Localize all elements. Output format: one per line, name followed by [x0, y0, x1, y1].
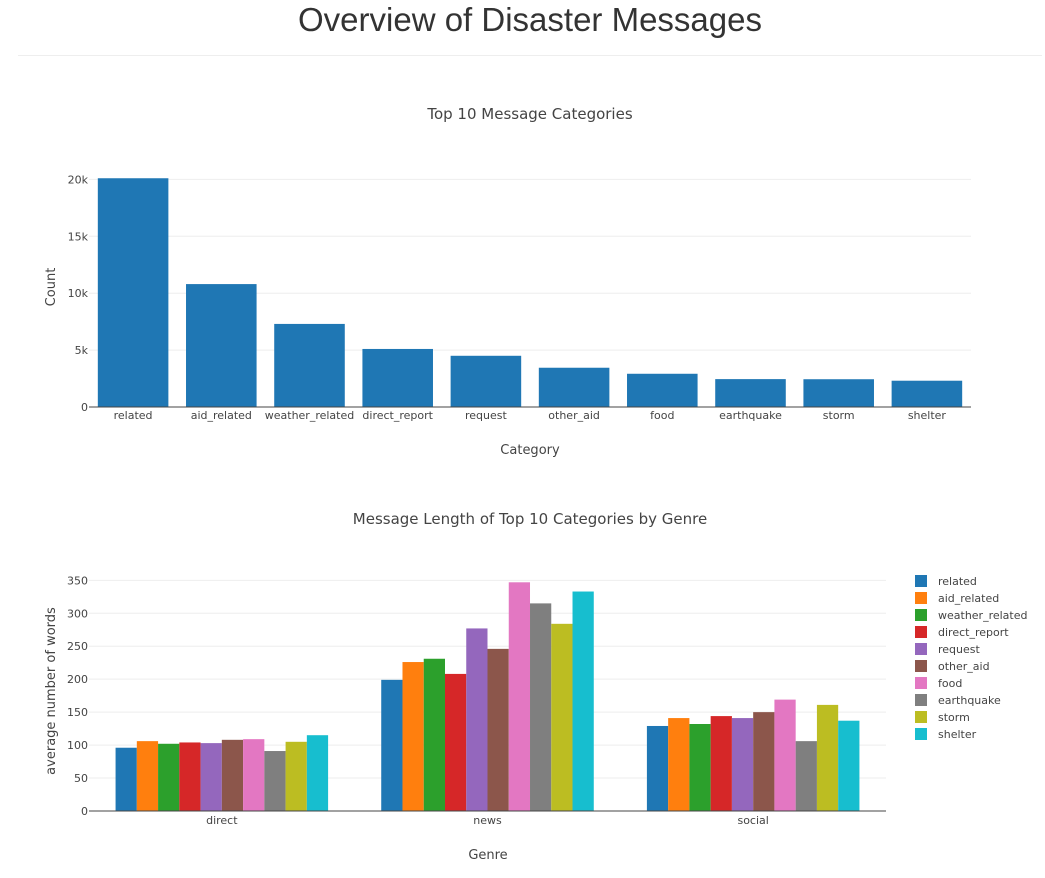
x-tick-label: aid_related: [191, 409, 252, 422]
bar-direct-shelter: [306, 735, 329, 811]
bar-related: [97, 178, 169, 407]
bar-news-earthquake: [530, 603, 552, 811]
legend-swatch-earthquake: [915, 694, 927, 706]
bar-news-shelter: [572, 591, 594, 811]
legend-label-shelter: shelter: [938, 728, 977, 741]
bar-request: [450, 355, 522, 407]
bar-social-other_aid: [753, 712, 775, 811]
bar-direct-aid_related: [136, 741, 159, 811]
bar-social-weather_related: [689, 724, 711, 811]
bar-direct-earthquake: [264, 751, 286, 811]
legend-label-food: food: [938, 677, 962, 690]
x-axis-title: Genre: [468, 848, 507, 863]
bar-news-aid_related: [402, 662, 424, 811]
legend-swatch-other_aid: [915, 660, 927, 672]
legend-label-other_aid: other_aid: [938, 660, 990, 673]
legend-label-aid_related: aid_related: [938, 592, 999, 605]
bar-social-direct_report: [710, 716, 732, 811]
y-tick-label: 10k: [68, 287, 89, 300]
x-axis-title: Category: [500, 443, 560, 458]
legend-swatch-related: [915, 575, 927, 587]
bar-aid_related: [186, 284, 257, 407]
bar-direct-direct_report: [179, 742, 201, 811]
x-tick-label: other_aid: [548, 409, 600, 422]
x-tick-label: shelter: [908, 409, 947, 422]
bar-news-weather_related: [423, 658, 445, 811]
page-title: Overview of Disaster Messages: [298, 1, 762, 38]
y-tick-label: 5k: [75, 344, 89, 357]
y-tick-label: 20k: [68, 173, 89, 186]
x-tick-label: earthquake: [719, 409, 782, 422]
legend-swatch-storm: [915, 711, 927, 723]
y-tick-label: 300: [67, 607, 88, 620]
bar-weather_related: [274, 323, 345, 407]
y-tick-label: 250: [67, 640, 88, 653]
x-tick-label: storm: [823, 409, 855, 422]
y-tick-label: 200: [67, 673, 88, 686]
x-tick-label: news: [473, 814, 502, 827]
chart-title: Top 10 Message Categories: [426, 105, 632, 123]
bar-social-related: [646, 725, 669, 811]
legend-label-request: request: [938, 643, 981, 656]
y-tick-label: 100: [67, 739, 88, 752]
bar-news-related: [381, 679, 403, 811]
x-tick-label: food: [650, 409, 674, 422]
bar-earthquake: [715, 379, 786, 407]
y-tick-label: 0: [81, 805, 88, 818]
chart-title: Message Length of Top 10 Categories by G…: [353, 510, 707, 528]
y-tick-label: 0: [81, 401, 88, 414]
x-tick-label: request: [465, 409, 508, 422]
legend-swatch-request: [915, 643, 927, 655]
legend-swatch-food: [915, 677, 927, 689]
bar-other_aid: [538, 367, 610, 407]
bar-news-other_aid: [487, 648, 509, 811]
bar-news-storm: [551, 623, 573, 811]
bar-food: [627, 373, 698, 407]
x-tick-label: direct: [206, 814, 238, 827]
legend-swatch-aid_related: [915, 592, 927, 604]
bar-news-direct_report: [444, 673, 467, 811]
y-tick-label: 50: [74, 772, 88, 785]
legend-swatch-direct_report: [915, 626, 927, 638]
legend-swatch-weather_related: [915, 609, 927, 621]
bar-news-food: [508, 582, 531, 811]
bar-direct-food: [243, 739, 265, 811]
bar-social-request: [731, 718, 754, 811]
bar-storm: [803, 379, 874, 407]
x-tick-label: social: [737, 814, 768, 827]
bar-social-aid_related: [668, 718, 690, 811]
bar-direct_report: [362, 348, 433, 407]
x-tick-label: weather_related: [265, 409, 355, 422]
bar-news-request: [466, 628, 488, 811]
y-tick-label: 15k: [68, 230, 89, 243]
x-tick-label: related: [114, 409, 153, 422]
legend: related aid_related weather_related direct_…: [915, 575, 1028, 741]
title-divider: [18, 55, 1042, 56]
legend-label-related: related: [938, 575, 977, 588]
bar-direct-request: [200, 743, 222, 811]
bar-direct-storm: [285, 741, 307, 811]
y-tick-label: 150: [67, 706, 88, 719]
bar-direct-other_aid: [221, 739, 244, 811]
bar-social-earthquake: [795, 741, 817, 811]
bar-social-food: [774, 699, 796, 811]
legend-swatch-shelter: [915, 728, 927, 740]
legend-label-direct_report: direct_report: [938, 626, 1009, 639]
y-axis-title: average number of words: [44, 607, 59, 775]
legend-label-storm: storm: [938, 711, 970, 724]
legend-label-earthquake: earthquake: [938, 694, 1001, 707]
y-axis-title: Count: [44, 268, 59, 307]
bar-direct-related: [115, 747, 137, 811]
bar-social-shelter: [838, 720, 860, 811]
bar-direct-weather_related: [158, 743, 180, 811]
x-tick-label: direct_report: [362, 409, 433, 422]
bar-social-storm: [816, 704, 839, 811]
legend-label-weather_related: weather_related: [938, 609, 1028, 622]
y-tick-label: 350: [67, 574, 88, 587]
bar-shelter: [891, 380, 963, 407]
